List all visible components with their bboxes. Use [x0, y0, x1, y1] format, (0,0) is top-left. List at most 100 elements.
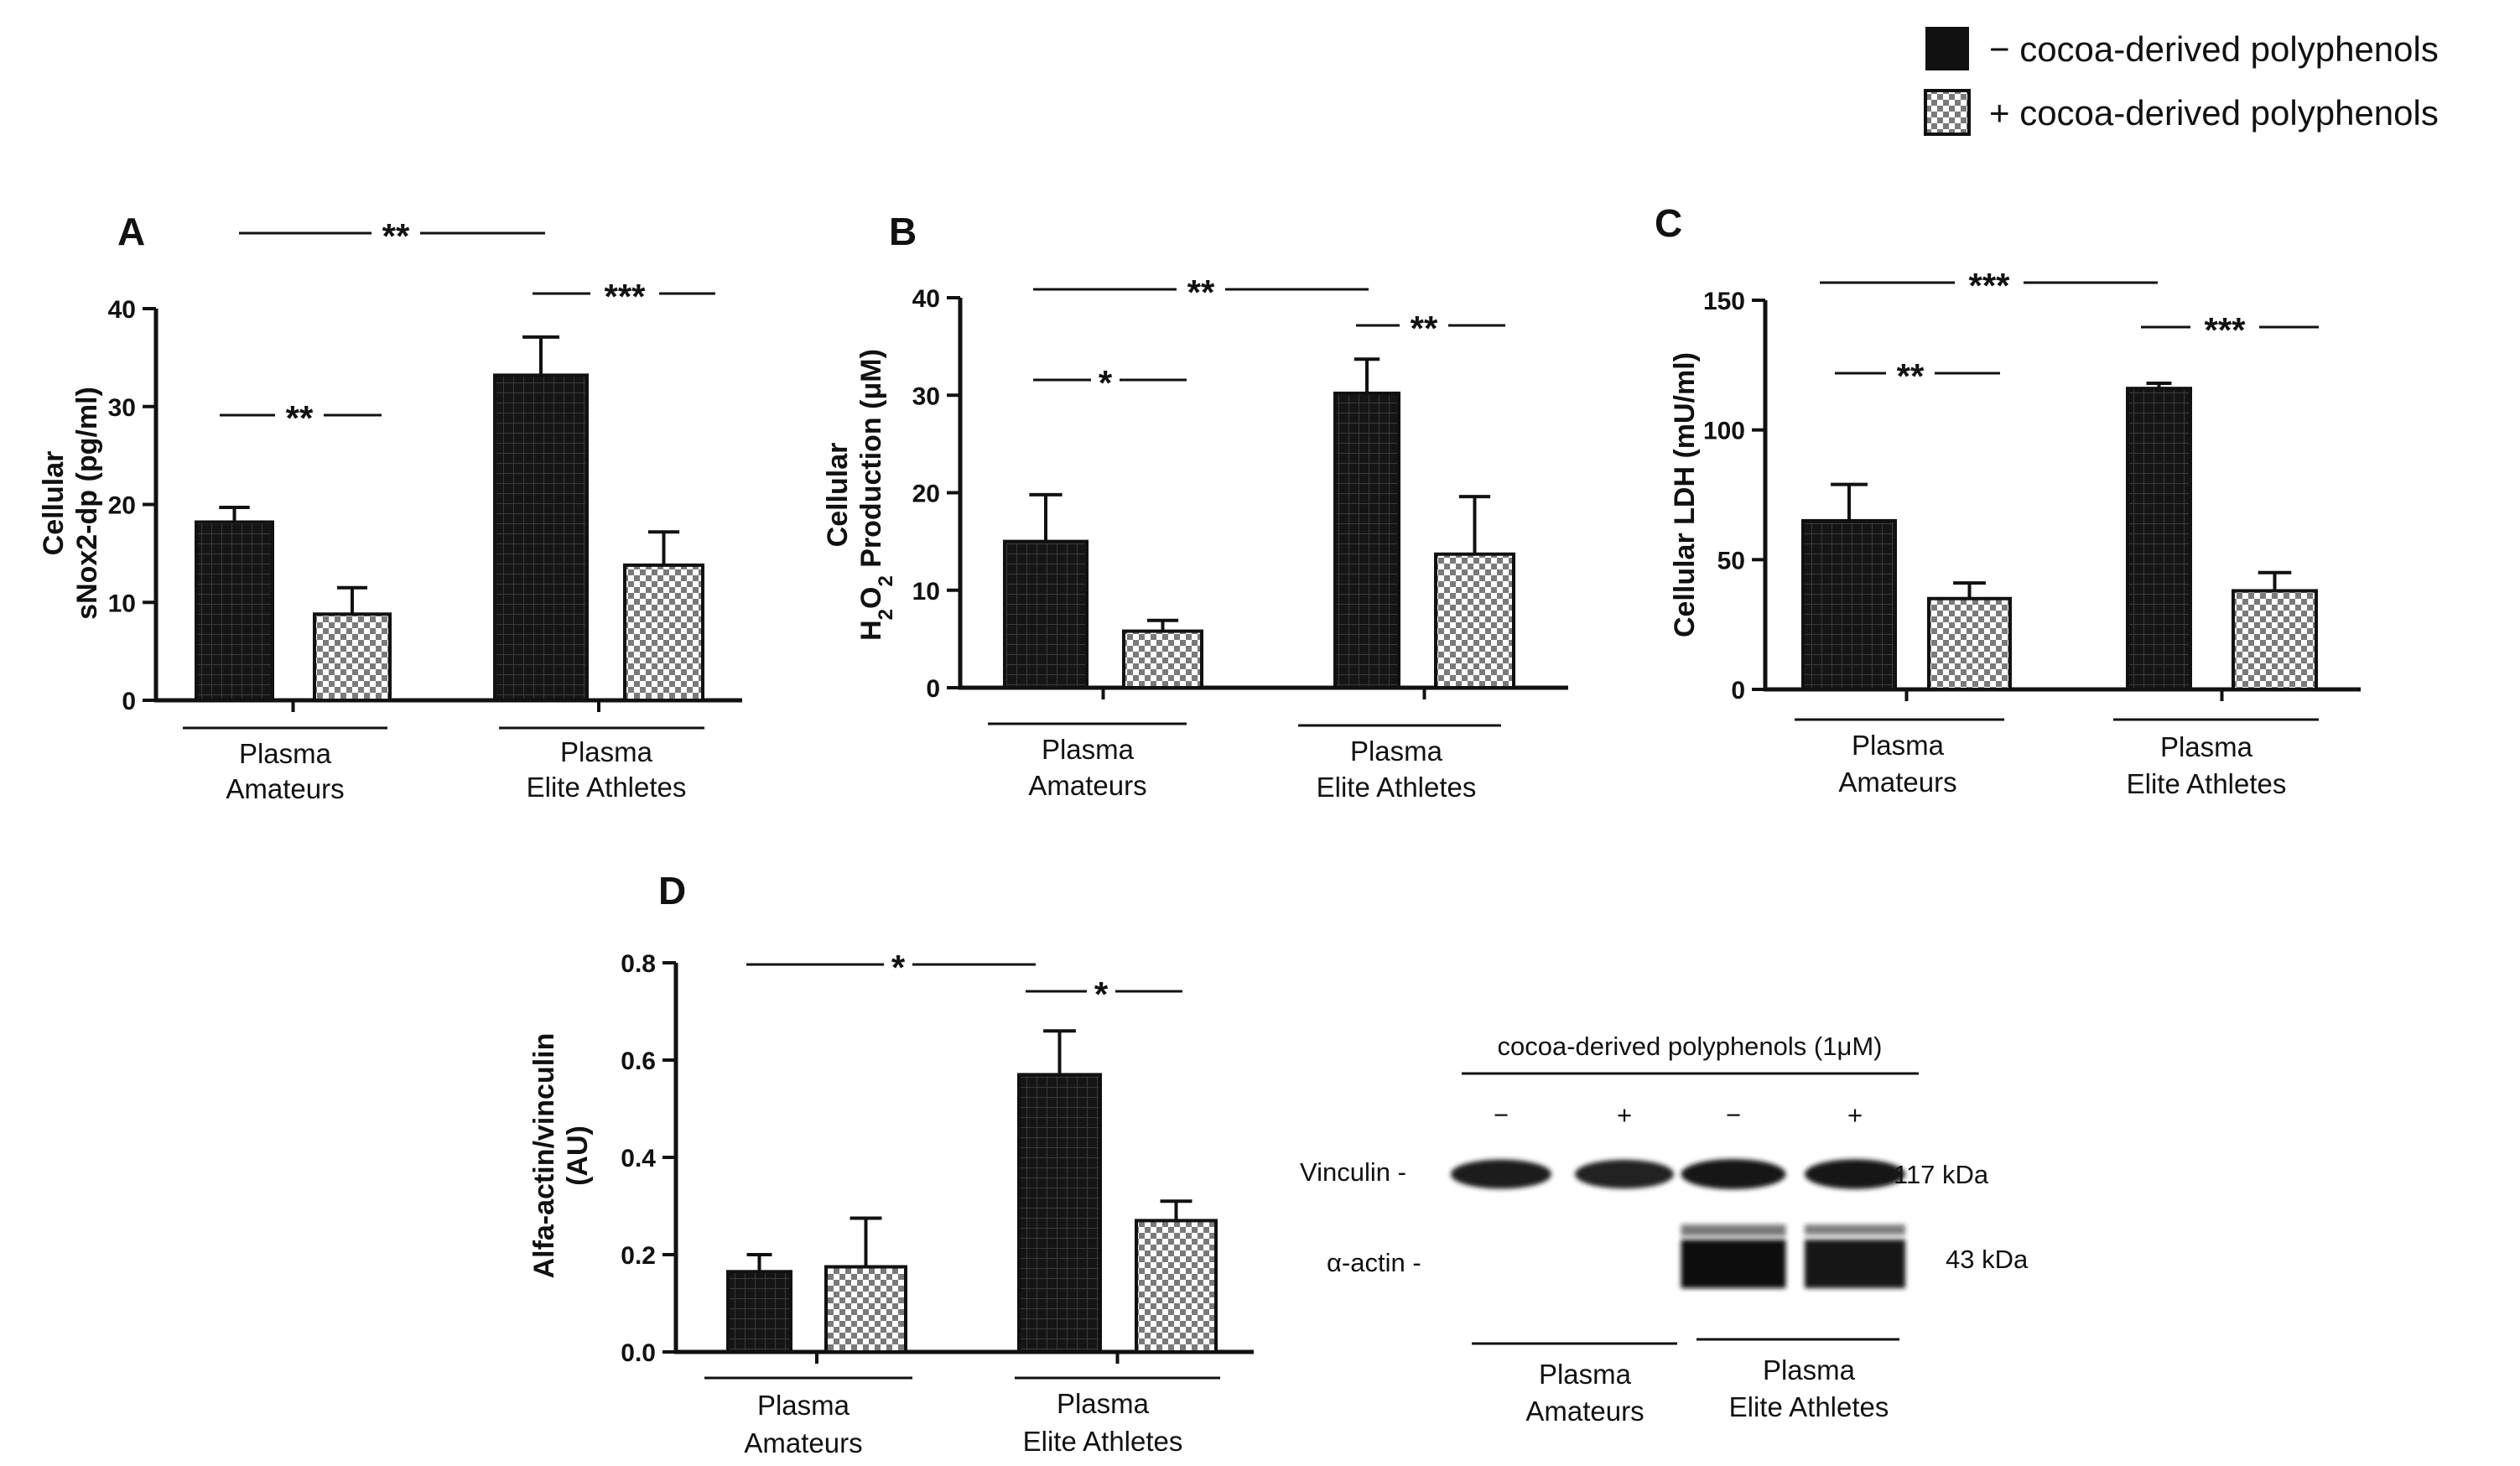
row-label-actin: α-actin -: [1327, 1248, 1421, 1277]
panel-a-group-label-1-l1: Plasma: [560, 736, 653, 767]
panel-b-group-label-1-l1: Plasma: [1350, 736, 1443, 767]
band-actin-upper-lane-4: [1805, 1224, 1905, 1235]
legend-swatch-minus: [1925, 27, 1969, 70]
panel-a-letter: A: [117, 210, 145, 253]
band-vinculin-lane-1: [1451, 1159, 1551, 1189]
row-size-actin: 43 kDa: [1946, 1245, 2029, 1274]
panel-a-ytick-label-2: 20: [108, 492, 136, 520]
legend-swatch-plus: [1924, 89, 1971, 136]
legend: − cocoa-derived polyphenols + cocoa-deri…: [1924, 27, 2439, 136]
panel-d-letter: D: [658, 869, 686, 912]
blot-group-amateurs-l2: Amateurs: [1525, 1396, 1644, 1427]
blot-header: cocoa-derived polyphenols (1μM): [1498, 1032, 1883, 1061]
panel-c-bar-minus-amateurs: [1801, 518, 1897, 692]
panel-a-group-label-0-l2: Amateurs: [226, 773, 344, 804]
blot-bands: [1451, 1159, 1905, 1288]
panel-b-bar-plus-amateurs: [1122, 629, 1203, 690]
panel-b-ytick-label-4: 40: [912, 285, 940, 313]
panel-b-group-label-0-l1: Plasma: [1042, 734, 1135, 765]
panel-d-bar-minus-elite: [1017, 1073, 1102, 1354]
blot-group-elite-l1: Plasma: [1763, 1354, 1856, 1385]
legend-label-plus: + cocoa-derived polyphenols: [1989, 93, 2439, 133]
lane-sign-1: −: [1494, 1100, 1509, 1130]
panel-c-group-label-0-l2: Amateurs: [1838, 767, 1956, 798]
panel-d-ylabel-line-2: (AU): [562, 1125, 594, 1186]
panel-a-bar-minus-elite: [493, 373, 589, 702]
panel-a-ytick-label-4: 40: [108, 296, 136, 324]
panel-b-sig-label-1: **: [1411, 309, 1438, 348]
row-size-vinculin: 117 kDa: [1894, 1160, 1989, 1189]
panel-a-sig-label-2: **: [382, 216, 410, 256]
ylabel-part: Production (μM): [855, 349, 887, 575]
panel-d-ytick-label-3: 0.6: [621, 1048, 656, 1075]
panel-c-bar-plus-amateurs: [1927, 596, 2012, 692]
panel-c-ytick-label-0: 0: [1731, 677, 1745, 704]
ylabel-part: H: [855, 620, 887, 641]
panel-b-bar-minus-elite: [1333, 391, 1400, 689]
panel-c-ylabel-line-1: Cellular LDH (mU/ml): [1669, 352, 1701, 637]
panel-a-group-label-1-l2: Elite Athletes: [527, 772, 687, 803]
panel-c-group-label-1-l2: Elite Athletes: [2127, 768, 2287, 799]
band-vinculin-lane-2: [1575, 1159, 1674, 1189]
western-blot: cocoa-derived polyphenols (1μM) − + − + …: [1300, 1032, 2029, 1427]
panel-d-bar-plus-elite: [1135, 1219, 1218, 1354]
ylabel-part: 2: [875, 575, 897, 586]
panel-a: A Cellular sNox2-dp (pg/ml) 0 10 20 30 40 Plasma…: [38, 210, 742, 804]
panel-d-group-label-1-l1: Plasma: [1057, 1388, 1150, 1419]
panel-d-bar-minus-amateurs: [726, 1270, 792, 1354]
panel-d-sig-label-0: *: [1094, 975, 1109, 1014]
panel-b-ylabel-line-1: Cellular: [822, 443, 854, 548]
panel-a-bar-plus-elite: [623, 563, 704, 703]
panel-d-ytick-label-4: 0.8: [621, 950, 656, 978]
panel-c-letter: C: [1655, 201, 1682, 245]
panel-b-ytick-label-1: 10: [912, 578, 940, 606]
panel-b-bar-minus-amateurs: [1003, 539, 1089, 689]
panel-d-bar-plus-amateurs: [824, 1265, 907, 1354]
panel-a-ylabel-line-1: Cellular: [38, 451, 70, 556]
panel-b-ytick-label-2: 20: [912, 481, 940, 508]
panel-c-ytick-label-3: 150: [1703, 288, 1745, 315]
panel-c: C Cellular LDH (mU/ml) 0 50 100 150 Plasma Amat…: [1655, 201, 2361, 799]
row-label-vinculin: Vinculin -: [1300, 1157, 1406, 1187]
panel-b-group-label-0-l2: Amateurs: [1028, 770, 1146, 801]
panel-b-bar-plus-elite: [1434, 552, 1515, 689]
blot-group-amateurs-l1: Plasma: [1539, 1359, 1632, 1390]
band-actin-upper-lane-3: [1681, 1224, 1786, 1236]
panel-c-ytick-label-1: 50: [1717, 547, 1745, 574]
panel-d-group-label-0-l1: Plasma: [757, 1390, 850, 1421]
blot-group-elite-l2: Elite Athletes: [1729, 1391, 1889, 1422]
panel-c-bar-plus-elite: [2232, 589, 2318, 691]
panel-c-sig-label-2: ***: [1968, 266, 2010, 305]
panel-c-group-label-0-l1: Plasma: [1852, 730, 1945, 761]
panel-b-sig-label-2: **: [1187, 273, 1215, 312]
panel-c-group-label-1-l1: Plasma: [2160, 731, 2253, 762]
panel-c-sig-label-0: **: [1897, 356, 1925, 396]
panel-a-ytick-label-3: 30: [108, 394, 136, 422]
lane-sign-3: −: [1726, 1100, 1741, 1130]
panel-d-ylabel-line-1: Alfa-actin/vinculin: [528, 1033, 560, 1279]
panel-a-bar-minus-amateurs: [195, 520, 274, 703]
panel-d-ytick-label-1: 0.2: [621, 1242, 656, 1270]
panel-a-ytick-label-0: 0: [122, 688, 136, 715]
lane-sign-2: +: [1617, 1100, 1632, 1130]
panel-b-sig-label-0: *: [1099, 363, 1113, 403]
ylabel-part: 2: [875, 609, 897, 620]
panel-c-sig-label-1: ***: [2204, 310, 2246, 350]
band-actin-main-lane-4: [1805, 1240, 1905, 1288]
panel-a-group-label-0-l1: Plasma: [239, 738, 332, 769]
panel-b-letter: B: [889, 210, 917, 253]
lane-sign-4: +: [1847, 1100, 1863, 1130]
panel-d-group-label-0-l2: Amateurs: [744, 1427, 862, 1458]
panel-a-bar-plus-amateurs: [313, 612, 392, 703]
panel-d-sig-label-1: *: [891, 948, 906, 987]
panel-d: D Alfa-actin/vinculin (AU) 0.0 0.2 0.4 0.6 0.8 P…: [528, 869, 1254, 1458]
panel-b-ytick-label-3: 30: [912, 382, 940, 410]
panel-b-group-label-1-l2: Elite Athletes: [1317, 772, 1477, 803]
legend-label-minus: − cocoa-derived polyphenols: [1989, 29, 2439, 69]
panel-c-bar-minus-elite: [2126, 387, 2192, 691]
panel-b-ylabel-line-2: H2O2 Production (μM): [855, 349, 897, 641]
band-vinculin-lane-3: [1681, 1159, 1786, 1189]
panel-a-sig-label-1: ***: [604, 277, 646, 316]
